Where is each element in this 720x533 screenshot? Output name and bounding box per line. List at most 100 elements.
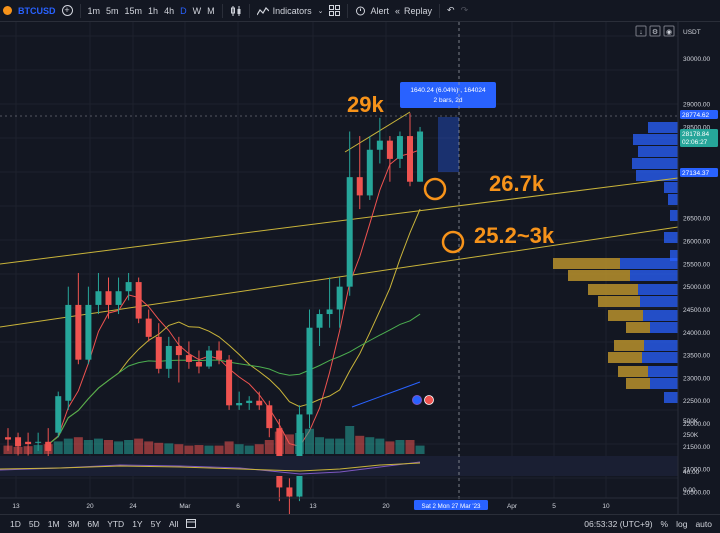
flag-icon[interactable] [424, 395, 434, 405]
candle[interactable] [216, 341, 223, 365]
candle[interactable] [246, 396, 253, 410]
chart-settings-button[interactable] [649, 25, 661, 37]
interval-1h[interactable]: 1h [148, 5, 159, 16]
interval-4h[interactable]: 4h [164, 5, 175, 16]
candle[interactable] [417, 126, 424, 182]
candle[interactable] [236, 391, 243, 410]
candle[interactable] [366, 136, 373, 200]
annotations: 29k 26.7k 25.2~3k [347, 92, 555, 405]
candle[interactable] [386, 136, 393, 182]
candle[interactable] [195, 350, 202, 374]
layouts-button[interactable] [326, 0, 343, 21]
clock[interactable]: 06:53:32 (UTC+9) [584, 519, 653, 529]
range-1d[interactable]: 1D [10, 519, 21, 529]
price-badge-crosshair-bg [680, 168, 718, 177]
candle[interactable] [115, 277, 122, 315]
interval-m[interactable]: M [207, 5, 215, 16]
candle[interactable] [396, 131, 403, 169]
range-5y[interactable]: 5Y [150, 519, 161, 529]
price-chart[interactable]: 1640.24 (6.04%) , 164024 2 bars, 2d 29k … [0, 22, 720, 514]
screenshot-button[interactable] [663, 25, 675, 37]
candle-body [246, 400, 253, 404]
trendline-blue[interactable] [351, 381, 421, 408]
measure-tool[interactable]: 1640.24 (6.04%) , 164024 2 bars, 2d [400, 82, 496, 172]
compare-button[interactable]: + [59, 0, 76, 21]
redo-button[interactable]: ↷ [458, 0, 472, 21]
indicators-label: Indicators [272, 5, 312, 16]
symbol-search-button[interactable]: BTCUSD [18, 5, 56, 16]
candle-body [306, 327, 313, 415]
range-5d[interactable]: 5D [28, 519, 40, 529]
candle[interactable] [175, 336, 182, 383]
candle[interactable] [15, 432, 22, 456]
price-axis[interactable]: USDT ↓ ⚙ ◉ 30000.0029000.0028500.0027500… [635, 22, 720, 514]
candle[interactable] [35, 432, 42, 451]
replay-button[interactable]: « Replay [392, 0, 435, 21]
candle[interactable] [266, 400, 273, 438]
date-range-icon[interactable] [182, 518, 200, 530]
percent-toggle[interactable]: % [660, 519, 669, 529]
interval-w[interactable]: W [192, 5, 202, 16]
candle[interactable] [125, 272, 132, 301]
candle[interactable] [45, 428, 52, 461]
chart-type-button[interactable] [227, 0, 245, 21]
trendline-lower[interactable] [0, 226, 679, 328]
volume-bar [234, 444, 244, 454]
price-badge-top: 28774.62 [680, 110, 718, 119]
volume-profile-bar-buy [664, 182, 678, 193]
volume-profile-bar-buy [668, 194, 678, 205]
volume-bar [124, 440, 134, 454]
candle[interactable] [346, 131, 353, 296]
event-icon[interactable] [412, 395, 422, 405]
interval-5m[interactable]: 5m [106, 5, 119, 16]
candle[interactable] [165, 336, 172, 378]
candle[interactable] [25, 432, 32, 456]
currency-label[interactable]: USDT [683, 29, 701, 36]
trendline-upper[interactable] [0, 177, 679, 265]
candle[interactable] [356, 136, 363, 210]
candle[interactable] [326, 277, 333, 328]
candle[interactable] [105, 277, 112, 319]
range-1m[interactable]: 1M [47, 519, 60, 529]
candle[interactable] [65, 286, 72, 410]
candle-body [35, 441, 42, 443]
candle[interactable] [296, 405, 303, 502]
range-ytd[interactable]: YTD [107, 519, 125, 529]
candle[interactable] [185, 341, 192, 369]
candle[interactable] [336, 277, 343, 328]
candle[interactable] [376, 117, 383, 164]
candle[interactable] [5, 428, 11, 451]
range-1y[interactable]: 1Y [132, 519, 143, 529]
undo-button[interactable]: ↶ [444, 0, 458, 21]
time-tick-label: Mar [179, 503, 191, 510]
time-axis[interactable]: 13 20 24 Mar 6 13 20 Apr 5 10 Sat 2 Mon 27 Mar '23 [0, 497, 678, 510]
alert-button[interactable]: Alert [352, 0, 392, 21]
candle-body [5, 437, 11, 440]
candle[interactable] [407, 113, 413, 187]
log-toggle[interactable]: log [676, 519, 688, 529]
range-all[interactable]: All [169, 519, 179, 529]
candle[interactable] [316, 309, 323, 346]
auto-toggle[interactable]: auto [695, 519, 712, 529]
trendline-top[interactable] [344, 111, 411, 153]
candle[interactable] [226, 355, 233, 410]
indicators-button[interactable]: Indicators ⌄ [254, 0, 327, 21]
candle[interactable] [55, 391, 62, 438]
candle[interactable] [95, 272, 102, 315]
interval-d[interactable]: D [180, 5, 187, 16]
candle[interactable] [145, 309, 152, 342]
candle[interactable] [85, 286, 92, 365]
candle[interactable] [75, 272, 82, 365]
candle[interactable] [256, 391, 263, 410]
candle[interactable] [135, 277, 142, 324]
range-6m[interactable]: 6M [87, 519, 100, 529]
interval-15m[interactable]: 15m [124, 5, 143, 16]
volume-bar [114, 441, 124, 454]
candle[interactable] [155, 323, 162, 374]
scroll-down-button[interactable] [635, 25, 647, 37]
range-3m[interactable]: 3M [67, 519, 80, 529]
candle[interactable] [206, 345, 212, 369]
candle[interactable] [306, 309, 313, 429]
candle[interactable] [286, 478, 293, 514]
interval-1m[interactable]: 1m [87, 5, 101, 16]
